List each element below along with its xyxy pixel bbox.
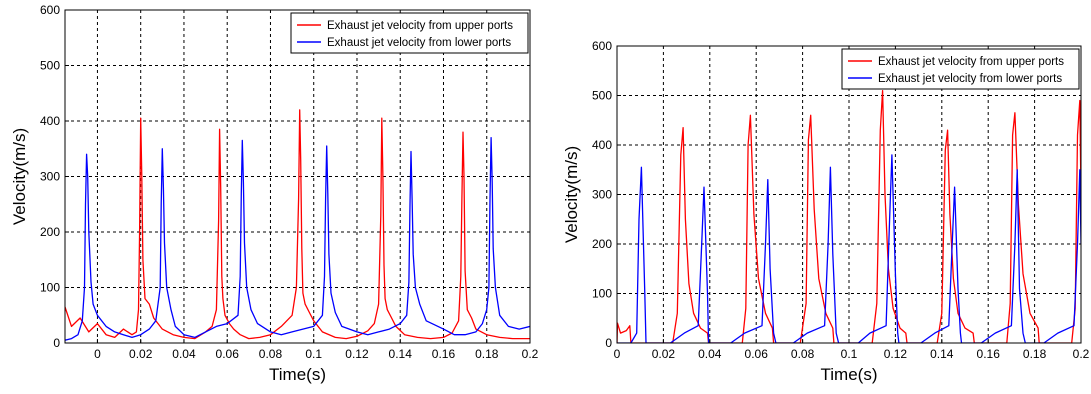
series-line-lower-ports bbox=[65, 136, 530, 341]
y-tick-label: 300 bbox=[592, 188, 612, 202]
x-tick-label: 0.08 bbox=[259, 347, 283, 361]
y-tick-label: 100 bbox=[592, 287, 612, 301]
x-tick-label: 0.04 bbox=[698, 347, 722, 361]
x-axis-label: Time(s) bbox=[269, 365, 326, 384]
legend-entry-label: Exhaust jet velocity from lower ports bbox=[878, 73, 1062, 85]
x-axis-label: Time(s) bbox=[821, 365, 878, 384]
series-group bbox=[617, 89, 1081, 343]
x-tick-label: 0.1 bbox=[841, 347, 858, 361]
chart-2: 0 0.02 0.04 0.06 0.08 0.1 0.12 0.14 0.16 0.18 0.2 0… bbox=[562, 39, 1090, 384]
y-tick-label: 200 bbox=[592, 237, 612, 251]
y-tick-label: 600 bbox=[40, 3, 60, 17]
series-line-upper-ports bbox=[617, 89, 1081, 343]
x-tick-label: 0 bbox=[614, 347, 621, 361]
chart-1: 0 0.02 0.04 0.06 0.08 0.1 0.12 0.14 0.16 0.18 0.2 0… bbox=[10, 3, 539, 384]
legend: Exhaust jet velocity from upper ports Exh… bbox=[290, 12, 529, 54]
y-axis-label: Velocity(m/s) bbox=[10, 128, 29, 225]
x-tick-label: 0 bbox=[94, 347, 101, 361]
x-tick-label: 0.2 bbox=[522, 347, 539, 361]
y-tick-label: 0 bbox=[605, 336, 612, 350]
y-tick-label: 200 bbox=[40, 225, 60, 239]
y-tick-label: 500 bbox=[40, 59, 60, 73]
x-tick-label: 0.08 bbox=[791, 347, 815, 361]
series-line-lower-ports bbox=[617, 154, 1081, 343]
y-tick-label: 300 bbox=[40, 170, 60, 184]
y-tick-label: 400 bbox=[592, 138, 612, 152]
series-group bbox=[65, 109, 530, 341]
legend: Exhaust jet velocity from upper ports Exh… bbox=[841, 48, 1080, 90]
x-tick-label: 0.16 bbox=[977, 347, 1001, 361]
legend-entry-label: Exhaust jet velocity from upper ports bbox=[327, 20, 513, 32]
legend-entry-label: Exhaust jet velocity from lower ports bbox=[327, 37, 511, 49]
y-axis-label: Velocity(m/s) bbox=[562, 146, 581, 243]
x-tick-label: 0.02 bbox=[129, 347, 153, 361]
y-tick-label: 400 bbox=[40, 114, 60, 128]
plot-area bbox=[65, 10, 530, 343]
x-tick-label: 0.16 bbox=[432, 347, 456, 361]
x-tick-label: 0.02 bbox=[652, 347, 676, 361]
series-line-upper-ports bbox=[65, 109, 530, 340]
legend-box bbox=[841, 48, 1080, 90]
y-tick-label: 600 bbox=[592, 39, 612, 53]
x-tick-label: 0.14 bbox=[389, 347, 413, 361]
y-tick-label: 500 bbox=[592, 89, 612, 103]
y-tick-label: 100 bbox=[40, 281, 60, 295]
x-tick-label: 0.1 bbox=[305, 347, 322, 361]
x-tick-label: 0.14 bbox=[930, 347, 954, 361]
x-tick-label: 0.06 bbox=[745, 347, 769, 361]
x-tick-label: 0.18 bbox=[1023, 347, 1047, 361]
x-tick-label: 0.2 bbox=[1073, 347, 1090, 361]
legend-entry-label: Exhaust jet velocity from upper ports bbox=[878, 56, 1064, 68]
x-tick-label: 0.04 bbox=[172, 347, 196, 361]
x-tick-label: 0.18 bbox=[475, 347, 499, 361]
x-tick-label: 0.06 bbox=[216, 347, 240, 361]
grid bbox=[65, 10, 530, 343]
y-tick-label: 0 bbox=[53, 336, 60, 350]
x-tick-label: 0.12 bbox=[884, 347, 908, 361]
x-tick-label: 0.12 bbox=[345, 347, 369, 361]
legend-box bbox=[290, 12, 529, 54]
